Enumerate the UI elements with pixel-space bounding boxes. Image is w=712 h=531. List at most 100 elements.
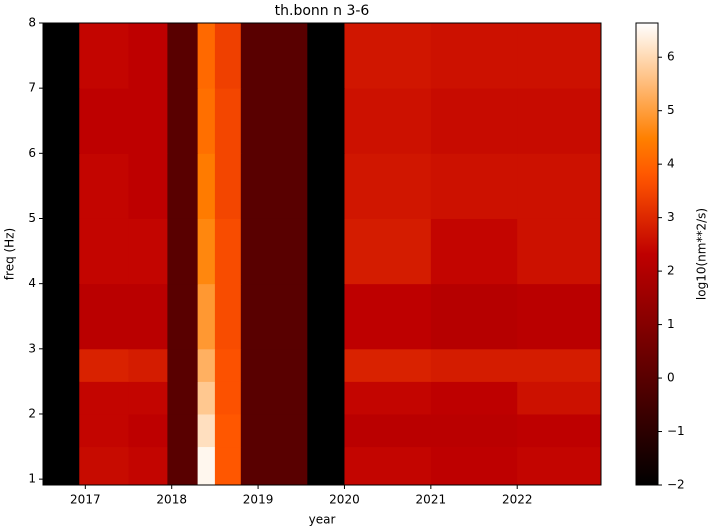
y-tick-label: 1 [28, 472, 36, 486]
colorbar-tick-label: −1 [667, 424, 685, 438]
heat-cell [197, 218, 216, 285]
colorbar-tick-label: 5 [667, 103, 675, 117]
y-tick-label: 2 [28, 406, 36, 420]
x-tick-label: 2017 [70, 493, 101, 507]
heat-cell [79, 381, 130, 415]
heat-cell [344, 153, 432, 219]
colorbar [635, 22, 659, 486]
heat-cell [128, 381, 168, 415]
x-axis-label: year [309, 513, 336, 527]
heat-cell [128, 413, 168, 448]
x-tick-label: 2018 [156, 493, 187, 507]
colorbar-tick-label: 0 [667, 371, 675, 385]
heat-cell [430, 283, 518, 350]
heat-cell [344, 348, 432, 382]
heat-cell [430, 218, 518, 285]
heat-cell [240, 218, 308, 285]
heat-cell [240, 381, 308, 415]
heat-cell [517, 283, 602, 350]
colorbar-tick-label: 2 [667, 264, 675, 278]
y-tick-label: 4 [28, 276, 36, 290]
heat-cell [214, 23, 242, 89]
heat-cell [197, 381, 216, 415]
heat-cell [43, 218, 80, 285]
heat-cell [240, 88, 308, 154]
heat-cell [307, 153, 345, 219]
heat-cell [43, 446, 80, 486]
heat-cell [79, 413, 130, 448]
heat-cell [79, 283, 130, 350]
heat-cell [167, 446, 199, 486]
heat-cell [167, 23, 199, 89]
chart-title: th.bonn n 3-6 [275, 3, 370, 19]
heat-cell [214, 348, 242, 382]
heat-cell [43, 153, 80, 219]
x-tick-label: 2019 [243, 493, 274, 507]
heat-cell [240, 413, 308, 448]
heat-cell [197, 348, 216, 382]
heat-cell [214, 153, 242, 219]
heat-cell [344, 413, 432, 448]
heat-cell [167, 88, 199, 154]
heat-cell [517, 153, 602, 219]
y-axis-label: freq (Hz) [3, 228, 17, 280]
x-tick-label: 2022 [502, 493, 533, 507]
heat-cell [197, 413, 216, 448]
heat-cell [517, 413, 602, 448]
y-tick-label: 7 [28, 81, 36, 95]
heat-cell [43, 381, 80, 415]
heat-cell [43, 348, 80, 382]
heat-cell [167, 348, 199, 382]
heat-cell [430, 413, 518, 448]
y-tick-label: 5 [28, 211, 36, 225]
heat-cell [197, 153, 216, 219]
colorbar-tick-label: 4 [667, 157, 675, 171]
heat-cell [43, 283, 80, 350]
heat-cell [79, 153, 130, 219]
heat-cell [214, 283, 242, 350]
heat-cell [214, 381, 242, 415]
heat-cell [430, 88, 518, 154]
heat-cell [79, 446, 130, 486]
heat-cell [517, 23, 602, 89]
heat-cell [79, 348, 130, 382]
heat-cell [240, 446, 308, 486]
x-tick-label: 2020 [329, 493, 360, 507]
heat-cell [344, 446, 432, 486]
plot-frame [42, 22, 602, 486]
heat-cell [430, 348, 518, 382]
heat-cell [197, 283, 216, 350]
heat-cell [307, 88, 345, 154]
y-tick-label: 6 [28, 146, 36, 160]
heat-cell [240, 283, 308, 350]
heat-cell [197, 446, 216, 486]
heat-cell [128, 446, 168, 486]
heat-cell [307, 446, 345, 486]
heat-cell [214, 218, 242, 285]
colorbar-tick-label: −2 [667, 478, 685, 492]
heat-cell [344, 23, 432, 89]
heat-cell [344, 88, 432, 154]
heat-cell [344, 283, 432, 350]
heat-cell [128, 348, 168, 382]
x-tick-label: 2021 [416, 493, 447, 507]
heat-cell [128, 23, 168, 89]
heat-cell [307, 381, 345, 415]
colorbar-tick-label: 1 [667, 317, 675, 331]
colorbar-tick-label: 6 [667, 50, 675, 64]
heat-cell [430, 23, 518, 89]
heat-cell [430, 153, 518, 219]
heat-cell [240, 153, 308, 219]
heat-cell [430, 446, 518, 486]
heat-cell [43, 413, 80, 448]
heat-cell [167, 153, 199, 219]
heat-cell [197, 23, 216, 89]
heat-cell [79, 88, 130, 154]
heat-cell [307, 218, 345, 285]
heat-cell [430, 381, 518, 415]
heat-cell [128, 283, 168, 350]
heat-cell [79, 218, 130, 285]
heat-cell [167, 218, 199, 285]
heat-cell [167, 381, 199, 415]
